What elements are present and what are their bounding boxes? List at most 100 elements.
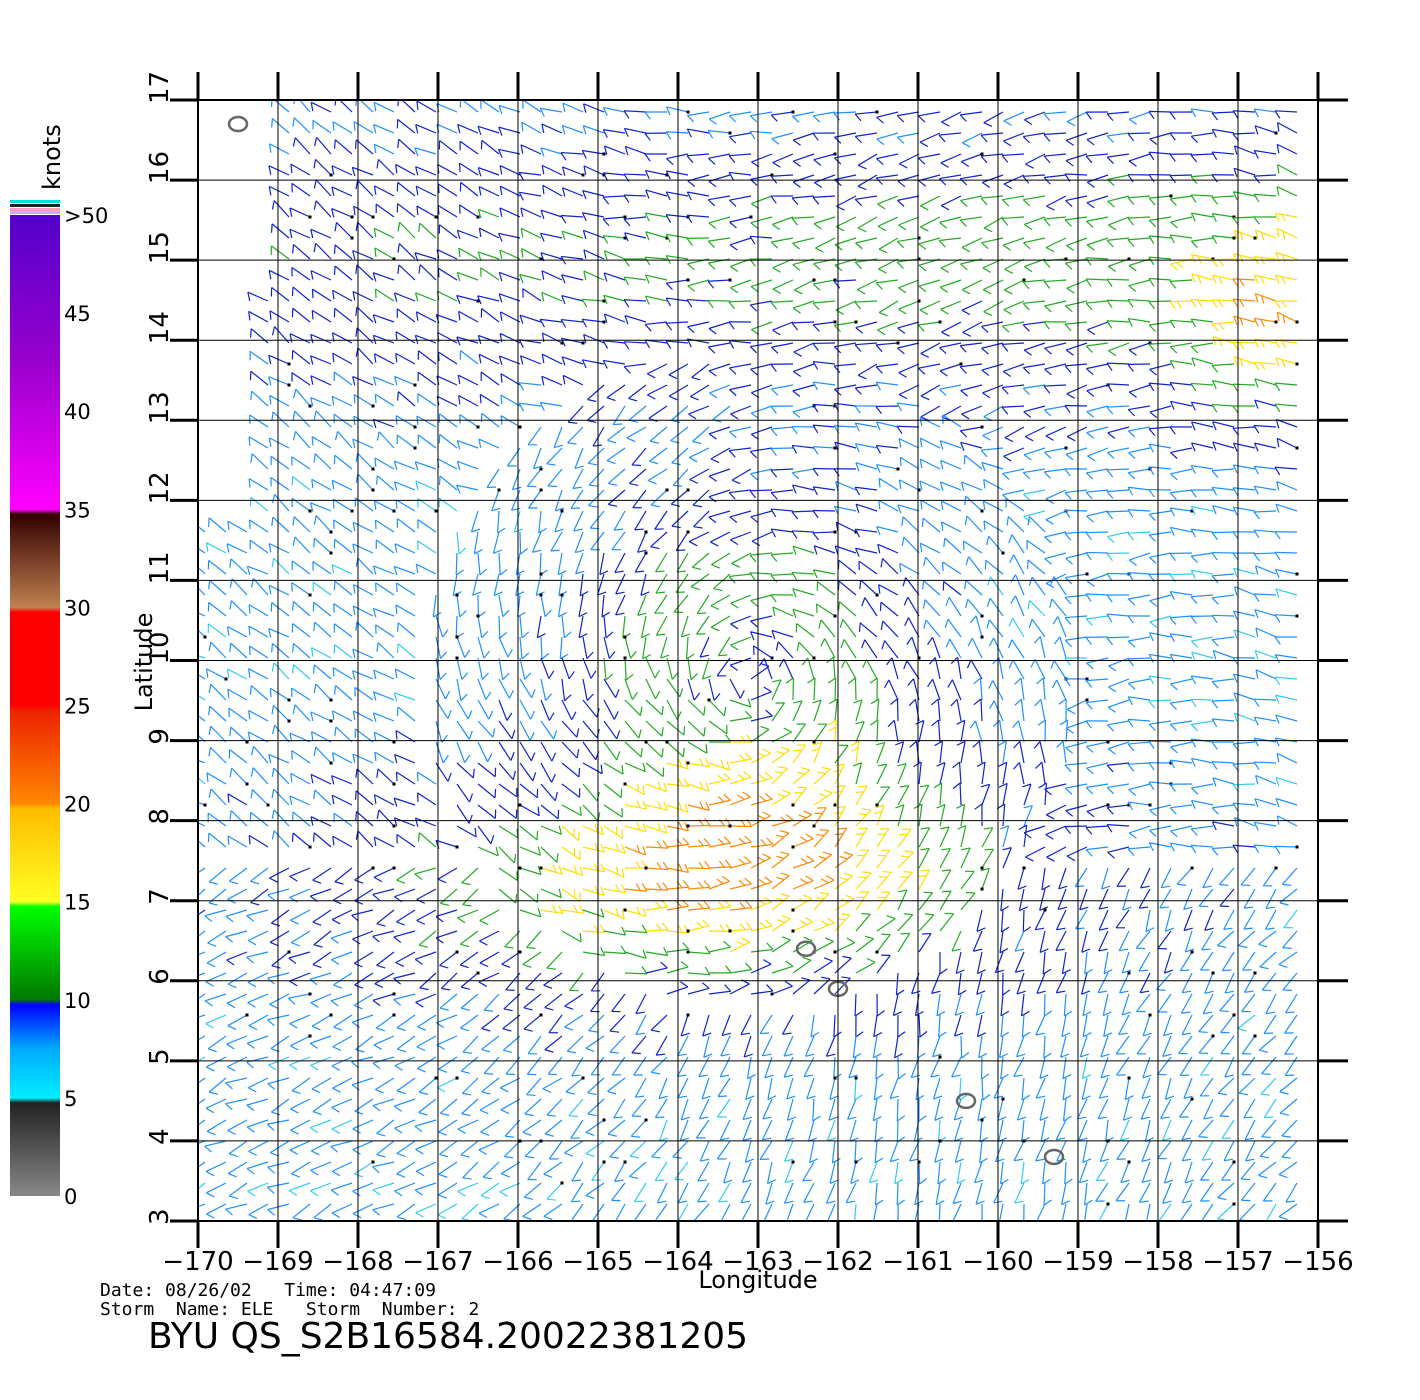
wind-vector (456, 657, 463, 680)
wind-barb (686, 237, 693, 246)
wind-barb (1000, 1010, 1010, 1017)
wind-barb (812, 302, 820, 311)
wind-vector (855, 785, 868, 806)
wind-vector (1043, 1035, 1046, 1059)
wind-barb (739, 923, 746, 931)
wind-vector (519, 909, 542, 918)
wind-vector (852, 1035, 857, 1058)
wind-barb (1232, 657, 1239, 666)
wind-barb (248, 1025, 258, 1031)
wind-vector (562, 187, 584, 197)
wind-barb (924, 913, 934, 916)
wind-vector (590, 993, 605, 1012)
wind-barb (1260, 257, 1266, 265)
wind-barb (208, 902, 218, 906)
wind-barb (1232, 443, 1238, 452)
wind-barb (1044, 451, 1052, 459)
wind-barb (671, 672, 679, 680)
wind-vector (519, 867, 542, 876)
wind-barb (635, 570, 645, 573)
wind-vector (208, 832, 227, 848)
wind-vector (289, 333, 311, 344)
wind-vector (398, 243, 416, 260)
rain-flag-mark (371, 404, 375, 408)
wind-vector (1136, 993, 1151, 1012)
wind-barb (749, 115, 758, 123)
wind-barb (661, 727, 664, 737)
wind-barb (207, 517, 210, 527)
wind-vector (1263, 1014, 1277, 1034)
wind-vector (988, 619, 1004, 638)
wind-vector (1232, 341, 1256, 344)
wind-vector (373, 314, 395, 323)
wind-barb (499, 568, 508, 576)
wind-barb (1219, 883, 1229, 886)
wind-vector (230, 642, 248, 659)
wind-vector (1002, 825, 1010, 848)
wind-vector (1254, 378, 1277, 386)
wind-vector (230, 810, 248, 827)
wind-barb (919, 1030, 928, 1038)
wind-barb (581, 150, 587, 159)
wind-vector (330, 993, 353, 1002)
wind-vector (793, 153, 815, 162)
wind-barb (418, 264, 421, 274)
wind-barb (919, 459, 923, 469)
wind-barb (776, 855, 785, 860)
wind-vector (394, 692, 416, 701)
wind-vector (198, 612, 206, 617)
wind-vector (813, 830, 830, 848)
wind-barb (762, 853, 771, 859)
wind-barb (1276, 228, 1280, 238)
wind-barb (858, 876, 867, 879)
wind-barb (352, 584, 356, 594)
wind-vector (712, 405, 731, 421)
wind-vector (227, 1014, 248, 1027)
wind-barb (1085, 787, 1094, 795)
wind-barb (989, 700, 995, 709)
wind-vector (1044, 552, 1067, 560)
wind-barb (395, 962, 405, 967)
wind-barb (1022, 136, 1031, 144)
wind-barb (416, 1046, 426, 1052)
wind-barb (1086, 244, 1095, 251)
wind-barb (875, 282, 883, 290)
wind-barb (1191, 421, 1196, 431)
wind-barb (396, 879, 406, 884)
wind-vector (1191, 254, 1214, 260)
rain-flag-mark (1295, 614, 1299, 618)
wind-barb (762, 1053, 772, 1057)
wind-vector (791, 321, 815, 324)
wind-vector (772, 279, 794, 290)
wind-vector (477, 741, 489, 763)
wind-barb (1197, 275, 1202, 284)
wind-barb (801, 657, 809, 666)
wind-barb (1106, 824, 1113, 833)
wind-vector (1170, 741, 1193, 748)
wind-vector (939, 384, 962, 390)
wind-vector (198, 930, 206, 938)
wind-barb (919, 438, 923, 448)
wind-vector (750, 728, 770, 743)
wind-vector (876, 849, 891, 869)
wind-vector (919, 416, 941, 428)
wind-vector (416, 100, 437, 113)
wind-vector (713, 573, 731, 590)
wind-vector (854, 300, 878, 303)
wind-vector (472, 573, 479, 596)
wind-vector (941, 405, 962, 418)
wind-vector (1138, 951, 1151, 972)
wind-vector (1106, 299, 1130, 302)
wind-vector (481, 1035, 500, 1050)
wind-vector (805, 1035, 815, 1057)
wind-barb (940, 826, 950, 830)
wind-barb (1185, 948, 1195, 953)
wind-barb (514, 528, 523, 533)
wind-vector (729, 171, 752, 176)
wind-vector (792, 484, 815, 491)
rain-flag-mark (1295, 446, 1299, 450)
wind-barb (1066, 708, 1076, 715)
wind-vector (792, 979, 811, 995)
wind-vector (750, 468, 773, 475)
wind-barb (1065, 200, 1073, 208)
